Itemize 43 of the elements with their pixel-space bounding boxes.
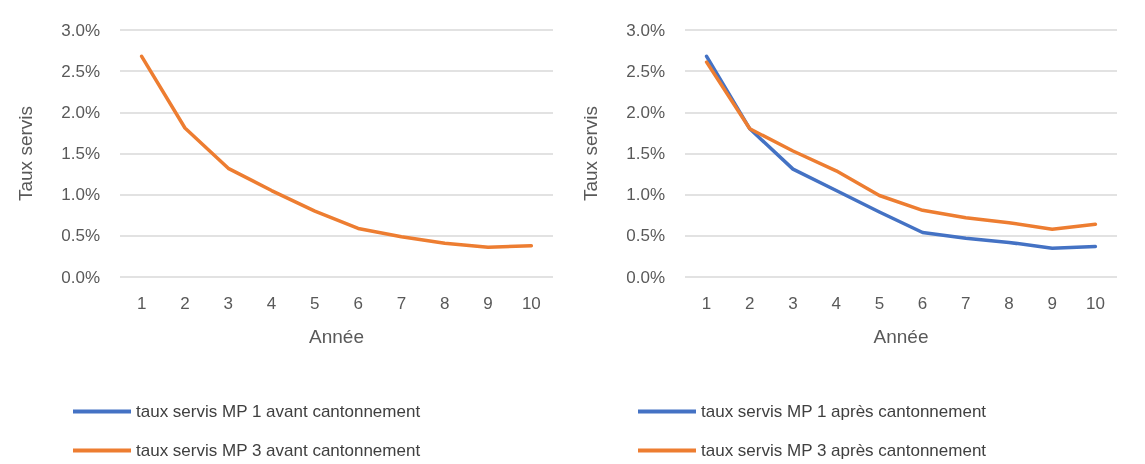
y-axis-title: Taux servis [15, 105, 36, 202]
x-tick-label: 7 [961, 294, 971, 313]
x-tick-label: 10 [1085, 294, 1105, 313]
x-tick-label: 10 [521, 294, 541, 313]
y-tick-label: 0.5% [626, 226, 665, 246]
y-tick-label: 0.0% [61, 267, 100, 287]
x-tick-label: 2 [180, 294, 190, 313]
x-tick-label: 3 [223, 294, 233, 313]
x-tick-label: 6 [353, 294, 363, 313]
x-tick-label: 9 [483, 294, 493, 313]
x-tick-label: 4 [831, 294, 841, 313]
x-axis-title: Année [873, 326, 929, 347]
x-tick-label: 9 [1047, 294, 1057, 313]
legend-label: taux servis MP 3 après cantonnement [701, 441, 987, 460]
x-tick-label: 4 [266, 294, 277, 313]
x-tick-label: 8 [1004, 294, 1014, 313]
y-tick-label: 2.5% [626, 61, 665, 81]
y-tick-label: 3.0% [626, 20, 665, 40]
y-axis-title: Taux servis [580, 105, 601, 202]
y-tick-label: 0.0% [626, 267, 665, 287]
y-tick-label: 2.5% [61, 61, 100, 81]
x-tick-label: 3 [788, 294, 798, 313]
x-tick-label: 1 [701, 294, 712, 313]
x-tick-label: 7 [396, 294, 407, 313]
x-tick-label: 5 [874, 294, 885, 313]
x-tick-label: 2 [745, 294, 755, 313]
y-tick-label: 3.0% [61, 20, 100, 40]
y-tick-label: 1.5% [626, 144, 665, 163]
legend-label: taux servis MP 3 avant cantonnement [136, 441, 421, 460]
x-axis-title: Année [309, 326, 364, 347]
y-tick-label: 1.0% [626, 185, 665, 205]
legend-label: taux servis MP 1 avant cantonnement [136, 402, 421, 421]
y-tick-label: 2.0% [626, 102, 665, 122]
y-tick-label: 1.5% [61, 144, 100, 163]
y-tick-label: 2.0% [61, 102, 100, 122]
x-tick-label: 6 [917, 294, 928, 313]
x-tick-label: 8 [440, 294, 450, 313]
y-tick-label: 1.0% [61, 185, 100, 205]
x-tick-label: 1 [136, 294, 147, 313]
legend-label: taux servis MP 1 après cantonnement [701, 402, 987, 421]
line-series [139, 54, 534, 250]
y-tick-label: 0.5% [61, 226, 100, 246]
x-tick-label: 5 [310, 294, 320, 313]
